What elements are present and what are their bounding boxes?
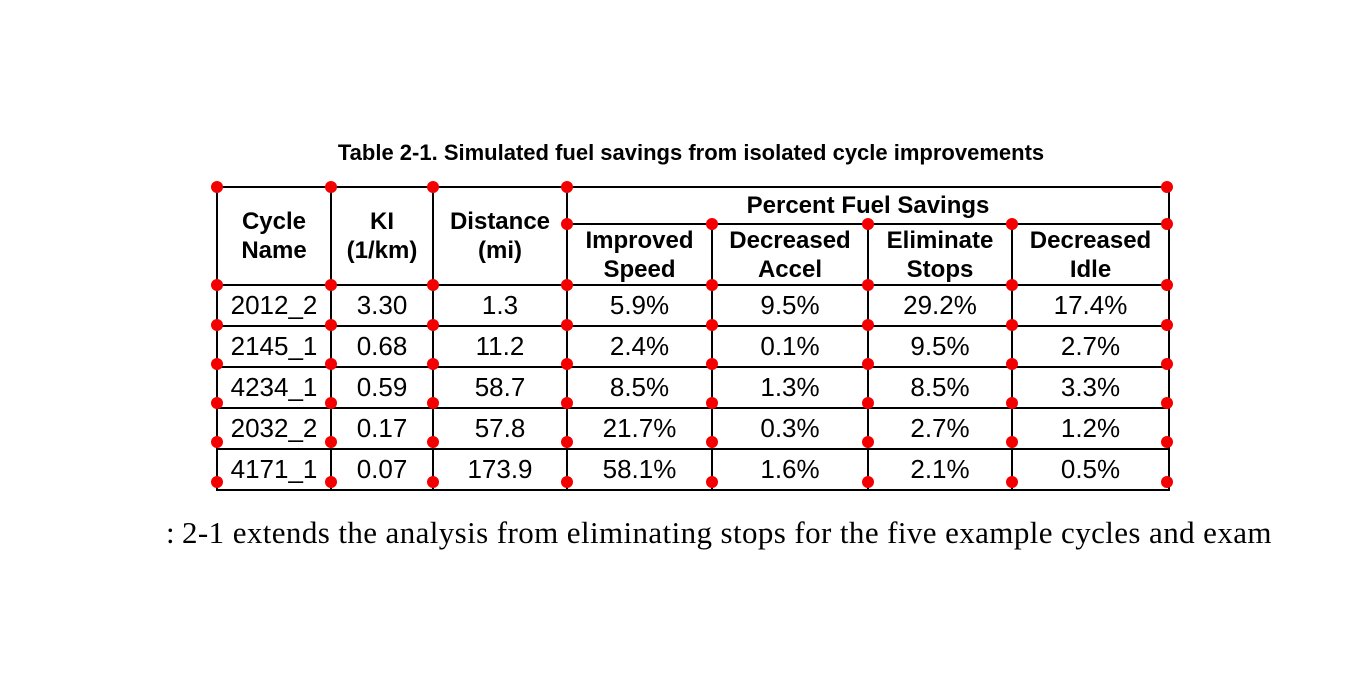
table-cell: 5.9% [566, 284, 713, 327]
table-cell: 0.1% [711, 325, 869, 368]
table-row: 2145_1 0.68 11.2 2.4% 0.1% 9.5% 2.7% [216, 325, 1171, 368]
table-cell: 1.2% [1010, 407, 1171, 450]
table-cell: 58.1% [566, 448, 713, 491]
col-header-eliminate-stops: Eliminate Stops [867, 223, 1013, 286]
table-cell: 17.4% [1010, 284, 1171, 327]
table-cell: 1.6% [711, 448, 869, 491]
col-header-ki: KI (1/km) [330, 186, 434, 286]
table-cell: 2.7% [1010, 325, 1171, 368]
table-cell: 3.3% [1010, 366, 1171, 409]
fuel-savings-table: Cycle Name KI (1/km) Distance (mi) Perce… [216, 186, 1171, 491]
table-cell: 1.3 [432, 284, 568, 327]
table-cell: 2.1% [867, 448, 1013, 491]
body-text-line: :2-1 extends the analysis from eliminati… [166, 516, 1272, 550]
table-cell: 4171_1 [216, 448, 332, 491]
header-row-top: Cycle Name KI (1/km) Distance (mi) Perce… [216, 186, 1171, 286]
col-header-decreased-idle: Decreased Idle [1010, 223, 1171, 286]
table-cell: 58.7 [432, 366, 568, 409]
table-cell: 9.5% [711, 284, 869, 327]
table-row: 2012_2 3.30 1.3 5.9% 9.5% 29.2% 17.4% [216, 284, 1171, 327]
body-text: 2-1 extends the analysis from eliminatin… [182, 515, 1272, 550]
table-cell: 9.5% [867, 325, 1013, 368]
col-header-decreased-accel: Decreased Accel [711, 223, 869, 286]
col-header-cycle-name: Cycle Name [216, 186, 332, 286]
table-cell: 2.4% [566, 325, 713, 368]
table-cell: 2.7% [867, 407, 1013, 450]
table-body: 2012_2 3.30 1.3 5.9% 9.5% 29.2% 17.4% 2145_1 0.6… [216, 284, 1171, 491]
header-row-sub: Improved Speed Decreased Accel Eliminate… [217, 223, 1171, 286]
table-header: Cycle Name KI (1/km) Distance (mi) Perce… [216, 186, 1171, 286]
table-cell: 11.2 [432, 325, 568, 368]
table-cell: 0.68 [330, 325, 434, 368]
table-cell: 0.59 [330, 366, 434, 409]
table-cell: 2012_2 [216, 284, 332, 327]
table-cell: 1.3% [711, 366, 869, 409]
table-cell: 0.3% [711, 407, 869, 450]
table-cell: 0.07 [330, 448, 434, 491]
table-cell: 4234_1 [216, 366, 332, 409]
table-cell: 2145_1 [216, 325, 332, 368]
table-cell: 0.5% [1010, 448, 1171, 491]
table-caption: Table 2-1. Simulated fuel savings from i… [337, 140, 1045, 165]
table-row: 4171_1 0.07 173.9 58.1% 1.6% 2.1% 0.5% [216, 448, 1171, 491]
table-cell: 8.5% [867, 366, 1013, 409]
table-row: 4234_1 0.59 58.7 8.5% 1.3% 8.5% 3.3% [216, 366, 1171, 409]
table-cell: 29.2% [867, 284, 1013, 327]
table-cell: 57.8 [432, 407, 568, 450]
col-header-distance: Distance (mi) [432, 186, 568, 286]
col-header-improved-speed: Improved Speed [566, 223, 713, 286]
table-cell: 3.30 [330, 284, 434, 327]
table-cell: 173.9 [432, 448, 568, 491]
table-cell: 0.17 [330, 407, 434, 450]
table-cell: 2032_2 [216, 407, 332, 450]
table-row: 2032_2 0.17 57.8 21.7% 0.3% 2.7% 1.2% [216, 407, 1171, 450]
table-cell: 21.7% [566, 407, 713, 450]
table-cell: 8.5% [566, 366, 713, 409]
col-group-header-percent-fuel-savings: Percent Fuel Savings [565, 186, 1171, 225]
clipped-glyph-fragment: : [166, 515, 176, 550]
